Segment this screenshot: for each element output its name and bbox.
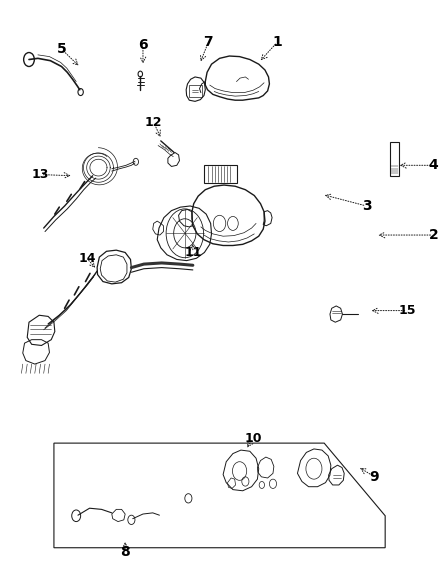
Text: 7: 7 [203,35,213,49]
Text: 5: 5 [56,42,66,56]
Text: 12: 12 [145,116,163,129]
Text: 10: 10 [244,432,262,445]
Text: 15: 15 [399,304,416,317]
Bar [390,142,399,176]
Text: 2: 2 [428,228,438,242]
Text: 9: 9 [370,470,379,484]
Text: 3: 3 [362,199,371,213]
Text: 13: 13 [32,168,49,181]
Text: 8: 8 [120,545,130,559]
Text: 4: 4 [428,158,438,172]
Text: 14: 14 [78,252,95,265]
Text: 11: 11 [184,246,202,259]
Bar [189,85,202,97]
Text: 6: 6 [138,38,148,52]
Bar [204,165,237,183]
Text: 1: 1 [272,35,282,49]
